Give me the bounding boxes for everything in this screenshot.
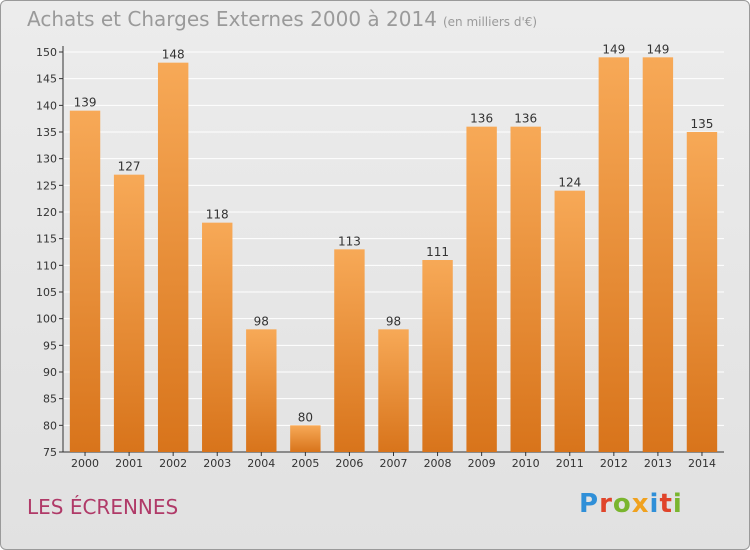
logo-letter: x <box>631 489 650 519</box>
chart-title: Achats et Charges Externes 2000 à 2014 (e… <box>27 7 537 31</box>
y-tick-label: 110 <box>36 259 57 272</box>
bar-value-label: 98 <box>386 314 401 328</box>
y-tick-label: 90 <box>43 366 57 379</box>
bar-2007 <box>378 329 409 452</box>
x-tick-label: 2010 <box>512 457 540 470</box>
bar-value-label: 136 <box>514 112 537 126</box>
bar-value-label: 111 <box>426 245 449 259</box>
bar-2014 <box>686 132 718 452</box>
x-tick-label: 2006 <box>335 457 363 470</box>
bar-value-label: 139 <box>74 96 97 110</box>
bar-value-label: 149 <box>646 42 669 56</box>
logo-letter: r <box>599 489 613 519</box>
x-tick-label: 2007 <box>380 457 408 470</box>
bar-value-label: 149 <box>602 42 625 56</box>
proxiti-logo[interactable]: Proxiti <box>579 489 683 519</box>
x-tick-label: 2008 <box>424 457 452 470</box>
x-tick-label: 2009 <box>468 457 496 470</box>
logo-letter: i <box>672 489 683 519</box>
x-tick-label: 2012 <box>600 457 628 470</box>
y-tick-label: 130 <box>36 153 57 166</box>
y-tick-label: 105 <box>36 286 57 299</box>
x-tick-label: 2013 <box>644 457 672 470</box>
bar-value-label: 80 <box>298 410 313 424</box>
logo-letter: o <box>612 489 632 519</box>
bar-2001 <box>113 174 145 452</box>
bar-2008 <box>422 260 453 452</box>
x-tick-label: 2011 <box>556 457 584 470</box>
bars <box>69 57 718 453</box>
bar-2003 <box>202 222 233 452</box>
y-tick-label: 115 <box>36 233 57 246</box>
bar-2010 <box>510 126 541 453</box>
y-tick-label: 140 <box>36 99 57 112</box>
y-tick-label: 95 <box>43 339 57 352</box>
bar-value-label: 124 <box>558 176 581 190</box>
bar-2011 <box>554 190 585 452</box>
y-tick-label: 145 <box>36 73 57 86</box>
bar-2002 <box>157 62 189 453</box>
y-tick-label: 120 <box>36 206 57 219</box>
bar-value-label: 98 <box>254 314 269 328</box>
bar-2009 <box>466 126 497 453</box>
bar-2004 <box>246 329 277 452</box>
y-tick-label: 150 <box>36 46 57 59</box>
commune-name: LES ÉCRENNES <box>27 495 179 519</box>
x-tick-label: 2004 <box>247 457 275 470</box>
x-tick-label: 2003 <box>203 457 231 470</box>
y-tick-label: 100 <box>36 313 57 326</box>
bar-value-label: 148 <box>162 48 185 62</box>
bar-value-label: 127 <box>118 160 141 174</box>
data-labels: 139 127 148 118 98 80 113 98 111 136 136 124 149 149 1… <box>74 42 714 424</box>
x-tick-label: 2000 <box>71 457 99 470</box>
logo-letter: P <box>579 489 600 519</box>
bar-value-label: 135 <box>691 117 714 131</box>
bar-2000 <box>69 110 101 453</box>
y-tick-label: 85 <box>43 393 57 406</box>
bar-2013 <box>642 57 674 452</box>
y-tick-label: 80 <box>43 419 57 432</box>
x-tick-label: 2001 <box>115 457 143 470</box>
bar-2006 <box>334 249 365 452</box>
bar-2005 <box>290 425 321 452</box>
logo-letter: t <box>659 489 673 519</box>
y-tick-label: 125 <box>36 179 57 192</box>
chart-title-text: Achats et Charges Externes 2000 à 2014 <box>27 7 437 31</box>
x-tick-label: 2014 <box>688 457 716 470</box>
y-tick-label: 135 <box>36 126 57 139</box>
chart-unit: (en milliers d'€) <box>442 15 538 29</box>
bar-value-label: 136 <box>470 112 493 126</box>
y-tick-label: 75 <box>43 446 57 459</box>
bar-2012 <box>598 57 630 452</box>
x-tick-label: 2002 <box>159 457 187 470</box>
bar-value-label: 118 <box>206 208 229 222</box>
logo-letter: i <box>649 489 660 519</box>
x-tick-label: 2005 <box>291 457 319 470</box>
bar-value-label: 113 <box>338 234 361 248</box>
